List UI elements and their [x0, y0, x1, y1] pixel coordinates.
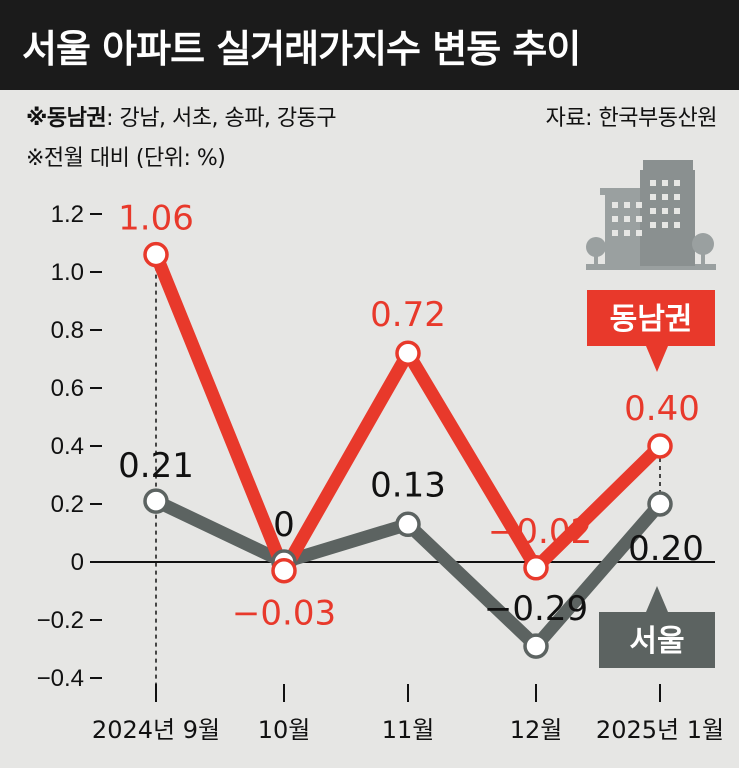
x-tick-label: 12월: [510, 716, 563, 744]
legend-box: [599, 612, 715, 668]
data-point: [143, 488, 169, 514]
data-label: 1.06: [118, 199, 194, 239]
region-note-label: ※동남권: [26, 106, 107, 131]
data-label: 0: [273, 505, 295, 545]
title-bar: 서울 아파트 실거래가지수 변동 추이: [0, 0, 739, 90]
data-label: −0.03: [232, 594, 336, 634]
y-tick-label: −0.4: [37, 665, 84, 692]
unit-note: ※전월 대비 (단위: %): [26, 146, 226, 171]
data-point: [395, 340, 421, 366]
chart-title: 서울 아파트 실거래가지수 변동 추이: [22, 26, 581, 71]
legend-pointer: [646, 586, 668, 612]
x-tick-label: 2024년 9월: [92, 716, 220, 744]
x-tick-label: 11월: [382, 716, 435, 744]
data-label: 0.20: [628, 529, 704, 569]
x-tick-label: 10월: [258, 716, 311, 744]
y-tick-label: 0.2: [51, 491, 84, 518]
data-label: −0.02: [488, 512, 592, 552]
x-tick-label: 2025년 1월: [596, 716, 724, 744]
legend-label: 동남권: [610, 302, 693, 337]
region-note-value: : 강남, 서초, 송파, 강동구: [106, 106, 337, 131]
data-point: [523, 555, 549, 581]
legend-label: 서울: [629, 624, 684, 659]
data-point: [523, 633, 549, 659]
data-point: [143, 241, 169, 268]
y-tick-label: 0: [71, 549, 84, 576]
y-tick-label: 1.0: [51, 259, 84, 286]
y-tick-label: 1.2: [51, 201, 84, 228]
legend-pointer: [646, 346, 668, 372]
data-label: 0.13: [370, 465, 446, 505]
y-tick-label: 0.8: [51, 317, 84, 344]
data-point: [647, 433, 673, 459]
data-point: [647, 491, 673, 517]
data-label: −0.29: [484, 589, 588, 629]
y-tick-label: 0.4: [51, 433, 84, 460]
data-point: [271, 557, 297, 584]
y-tick-label: −0.2: [37, 607, 84, 634]
source-note: 자료: 한국부동산원: [545, 106, 718, 131]
data-point: [395, 511, 421, 538]
data-label: 0.72: [370, 295, 446, 335]
legend-southeast: 동남권: [587, 290, 715, 372]
data-label: 0.40: [624, 389, 700, 429]
legend-box: [587, 290, 715, 346]
data-label: 0.21: [118, 446, 194, 486]
legend-seoul: 서울: [599, 586, 715, 668]
buildings-trees-icon: [586, 160, 716, 270]
y-tick-label: 0.6: [51, 375, 84, 402]
region-note: ※동남권: 강남, 서초, 송파, 강동구: [26, 100, 337, 132]
